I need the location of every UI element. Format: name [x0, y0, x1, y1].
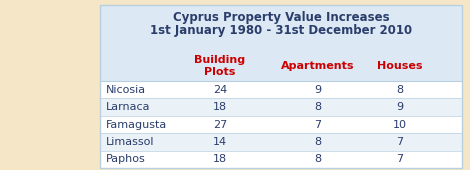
Text: 10: 10 [393, 120, 407, 130]
Text: 18: 18 [213, 154, 227, 164]
Text: Apartments: Apartments [281, 61, 355, 71]
Text: 18: 18 [213, 102, 227, 112]
Text: 9: 9 [314, 85, 321, 95]
Bar [100, 81, 462, 98]
Text: 7: 7 [314, 120, 321, 130]
Bar [100, 98, 462, 116]
Text: 7: 7 [396, 137, 404, 147]
Bar [100, 133, 462, 151]
Text: Paphos: Paphos [106, 154, 146, 164]
Text: Larnaca: Larnaca [106, 102, 150, 112]
Text: Houses: Houses [377, 61, 423, 71]
Text: 8: 8 [314, 137, 321, 147]
Text: 27: 27 [213, 120, 227, 130]
Text: 1st January 1980 - 31st December 2010: 1st January 1980 - 31st December 2010 [150, 24, 412, 37]
Bar [100, 5, 462, 168]
Text: Limassol: Limassol [106, 137, 155, 147]
Text: Cyprus Property Value Increases: Cyprus Property Value Increases [172, 11, 389, 24]
Bar [100, 116, 462, 133]
Text: 24: 24 [213, 85, 227, 95]
Text: 7: 7 [396, 154, 404, 164]
Text: Building
Plots: Building Plots [195, 55, 245, 77]
Bar [100, 151, 462, 168]
Text: 14: 14 [213, 137, 227, 147]
Text: 8: 8 [396, 85, 404, 95]
Text: 8: 8 [314, 154, 321, 164]
Text: Nicosia: Nicosia [106, 85, 146, 95]
Text: 9: 9 [396, 102, 404, 112]
Bar [100, 5, 462, 168]
Text: Famagusta: Famagusta [106, 120, 167, 130]
Bar [100, 51, 462, 81]
Text: 8: 8 [314, 102, 321, 112]
